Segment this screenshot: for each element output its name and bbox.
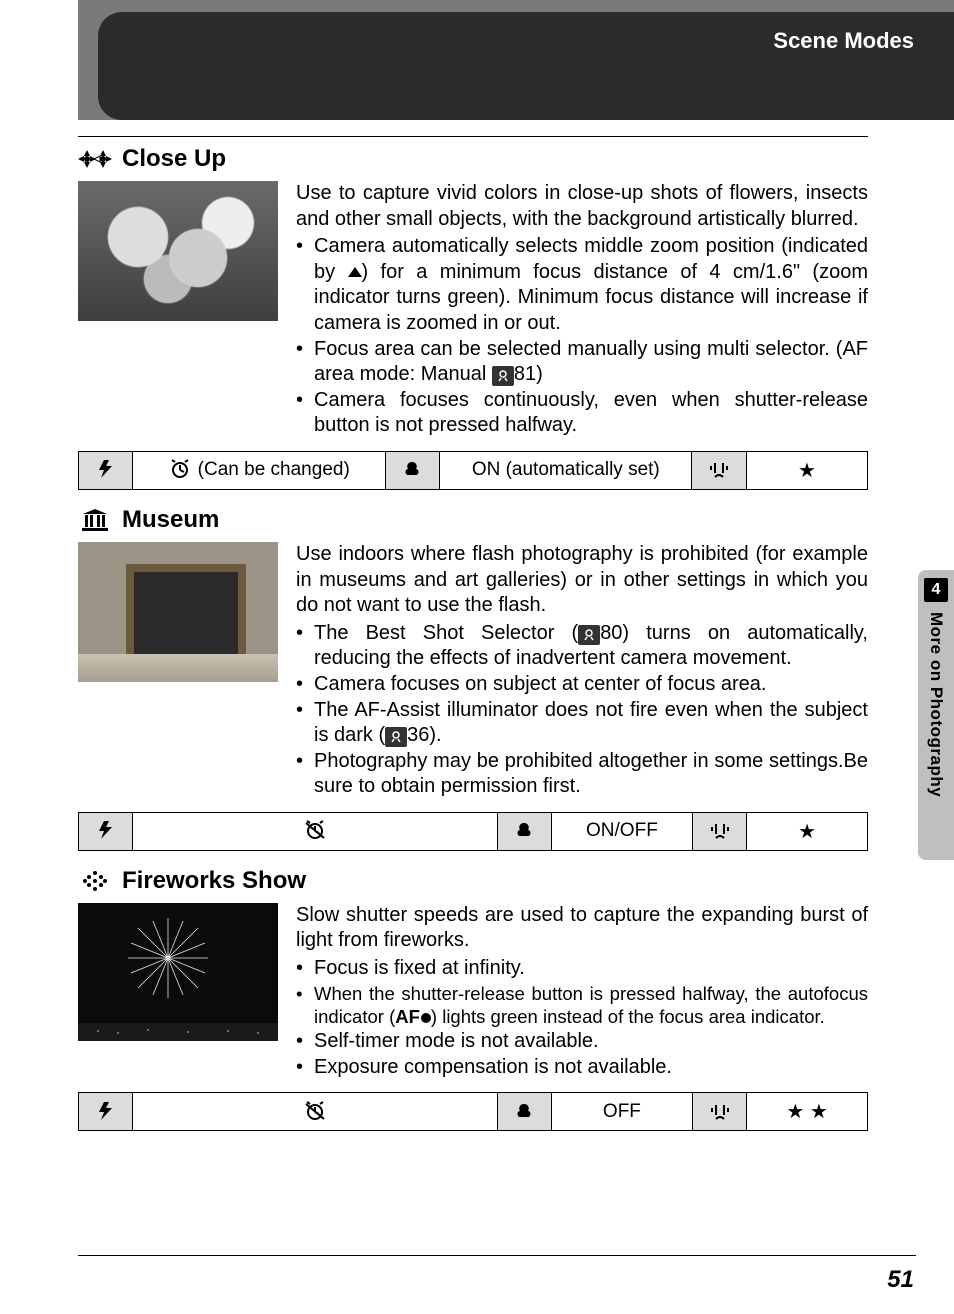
- macro-value: ON/OFF: [551, 812, 692, 850]
- section-title-fireworks: Fireworks Show: [78, 867, 868, 895]
- page-ref-icon: [385, 727, 407, 747]
- macro-icon-cell: [385, 451, 439, 489]
- museum-settings-table: ON/OFF ★: [78, 812, 868, 851]
- self-timer-off-icon: [303, 1101, 327, 1121]
- self-timer-off-icon: [303, 820, 327, 840]
- vr-value: ★: [747, 812, 868, 850]
- museum-bullet-3: The AF-Assist illuminator does not fire …: [296, 698, 868, 749]
- chapter-number: 4: [924, 578, 948, 602]
- af-dot-icon: [421, 1013, 431, 1023]
- timer-cell: [133, 1093, 497, 1131]
- flash-icon-cell: [79, 812, 133, 850]
- macro-icon-cell: [497, 1093, 551, 1131]
- closeup-bullet-2: Focus area can be selected manually usin…: [296, 337, 868, 388]
- fireworks-thumbnail: [78, 903, 278, 1041]
- timer-cell: [133, 812, 497, 850]
- section-title-closeup: Close Up: [78, 145, 868, 173]
- vr-icon: [707, 459, 731, 479]
- fireworks-icon: [78, 868, 112, 894]
- closeup-bullet-1: Camera automatically selects middle zoom…: [296, 234, 868, 336]
- header-band: Scene Modes: [78, 0, 954, 120]
- macro-icon: [400, 459, 424, 479]
- self-timer-icon: [168, 459, 192, 479]
- closeup-desc: Use to capture vivid colors in close-up …: [296, 181, 868, 439]
- museum-icon: [78, 507, 112, 533]
- fireworks-bullet-4: Exposure compensation is not available.: [296, 1055, 868, 1081]
- vr-value: ★ ★: [747, 1093, 868, 1131]
- vr-icon-cell: [692, 1093, 746, 1131]
- vr-value: ★: [746, 451, 867, 489]
- page-ref-icon: [492, 366, 514, 386]
- fireworks-bullet-2: When the shutter-release button is press…: [296, 982, 868, 1029]
- closeup-bullet-3: Camera focuses continuously, even when s…: [296, 388, 868, 439]
- museum-desc: Use indoors where flash photography is p…: [296, 542, 868, 800]
- macro-value: OFF: [551, 1093, 692, 1131]
- closeup-title: Close Up: [122, 145, 226, 173]
- rule: [78, 136, 868, 137]
- chapter-label: More on Photography: [926, 612, 946, 797]
- closeup-icon: [78, 146, 112, 172]
- section-title-museum: Museum: [78, 506, 868, 534]
- macro-value: ON (automatically set): [440, 451, 692, 489]
- timer-cell: (Can be changed): [133, 451, 385, 489]
- fireworks-bullet-3: Self-timer mode is not available.: [296, 1029, 868, 1055]
- museum-bullet-2: Camera focuses on subject at center of f…: [296, 672, 868, 698]
- museum-title: Museum: [122, 506, 219, 534]
- museum-row: Use indoors where flash photography is p…: [78, 542, 868, 800]
- side-tab: 4 More on Photography: [918, 570, 954, 860]
- vr-icon-cell: [692, 812, 746, 850]
- macro-icon-cell: [497, 812, 551, 850]
- flash-icon: [94, 820, 118, 840]
- museum-intro: Use indoors where flash photography is p…: [296, 542, 868, 619]
- page-number: 51: [887, 1266, 914, 1294]
- vr-icon-cell: [692, 451, 746, 489]
- museum-thumbnail: [78, 542, 278, 682]
- fireworks-bullet-1: Focus is fixed at infinity.: [296, 956, 868, 982]
- header-title: Scene Modes: [773, 28, 914, 54]
- vr-icon: [708, 1101, 732, 1121]
- fireworks-title: Fireworks Show: [122, 867, 306, 895]
- closeup-settings-table: (Can be changed) ON (automatically set) …: [78, 451, 868, 490]
- closeup-thumbnail: [78, 181, 278, 321]
- vr-icon: [708, 820, 732, 840]
- museum-bullet-4: Photography may be prohibited altogether…: [296, 749, 868, 800]
- page-ref-icon: [578, 625, 600, 645]
- flash-icon: [94, 459, 118, 479]
- closeup-row: Use to capture vivid colors in close-up …: [78, 181, 868, 439]
- flash-icon-cell: [79, 451, 133, 489]
- footer-rule: [78, 1255, 916, 1256]
- af-indicator: AF: [395, 1006, 431, 1027]
- closeup-intro: Use to capture vivid colors in close-up …: [296, 181, 868, 232]
- fireworks-settings-table: OFF ★ ★: [78, 1092, 868, 1131]
- fireworks-intro: Slow shutter speeds are used to capture …: [296, 903, 868, 954]
- flash-icon-cell: [79, 1093, 133, 1131]
- page-content: Close Up Use to capture vivid colors in …: [78, 130, 868, 1147]
- macro-icon: [512, 820, 536, 840]
- macro-icon: [512, 1101, 536, 1121]
- triangle-up-icon: [348, 267, 362, 277]
- flash-icon: [94, 1101, 118, 1121]
- museum-bullet-1: The Best Shot Selector (80) turns on aut…: [296, 621, 868, 672]
- fireworks-row: Slow shutter speeds are used to capture …: [78, 903, 868, 1080]
- fireworks-desc: Slow shutter speeds are used to capture …: [296, 903, 868, 1080]
